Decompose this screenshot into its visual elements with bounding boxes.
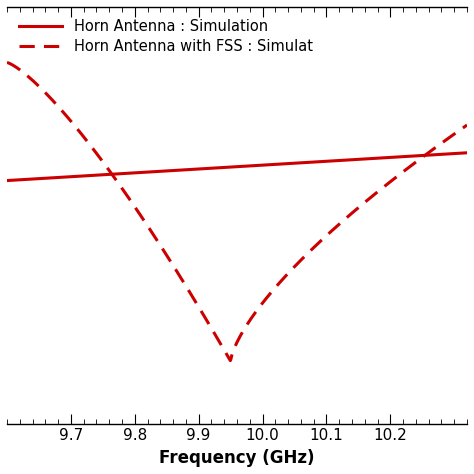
Horn Antenna with FSS : Simulat: (10.2, -23): Simulat: (10.2, -23) [364,198,369,204]
Horn Antenna : Simulation: (10.2, -16.9): Simulation: (10.2, -16.9) [363,156,369,162]
X-axis label: Frequency (GHz): Frequency (GHz) [159,449,315,467]
Horn Antenna with FSS : Simulat: (9.67, -8.66): Simulat: (9.67, -8.66) [51,99,57,105]
Horn Antenna with FSS : Simulat: (10.2, -22): Simulat: (10.2, -22) [372,191,377,197]
Horn Antenna with FSS : Simulat: (10.3, -12): Simulat: (10.3, -12) [464,122,470,128]
Line: Horn Antenna : Simulation: Horn Antenna : Simulation [7,153,467,181]
Horn Antenna : Simulation: (10.2, -16.8): Simulation: (10.2, -16.8) [371,155,377,161]
Horn Antenna : Simulation: (9.89, -18.4): Simulation: (9.89, -18.4) [190,166,196,172]
Legend: Horn Antenna : Simulation, Horn Antenna with FSS : Simulat: Horn Antenna : Simulation, Horn Antenna … [14,14,318,59]
Horn Antenna : Simulation: (9.92, -18.2): Simulation: (9.92, -18.2) [207,165,212,171]
Horn Antenna : Simulation: (9.6, -20): Simulation: (9.6, -20) [4,178,10,183]
Horn Antenna with FSS : Simulat: (10.1, -28.3): Simulat: (10.1, -28.3) [320,236,326,241]
Horn Antenna with FSS : Simulat: (9.89, -36.9): Simulat: (9.89, -36.9) [190,295,196,301]
Horn Antenna : Simulation: (10.1, -17.3): Simulation: (10.1, -17.3) [320,159,326,164]
Horn Antenna with FSS : Simulat: (9.95, -45.9): Simulat: (9.95, -45.9) [228,358,233,364]
Horn Antenna : Simulation: (10.3, -16): Simulation: (10.3, -16) [464,150,470,155]
Horn Antenna with FSS : Simulat: (9.92, -40.8): Simulat: (9.92, -40.8) [207,322,212,328]
Horn Antenna : Simulation: (9.67, -19.6): Simulation: (9.67, -19.6) [51,175,57,181]
Horn Antenna with FSS : Simulat: (9.6, -3): Simulat: (9.6, -3) [4,60,10,65]
Line: Horn Antenna with FSS : Simulat: Horn Antenna with FSS : Simulat [7,63,467,361]
